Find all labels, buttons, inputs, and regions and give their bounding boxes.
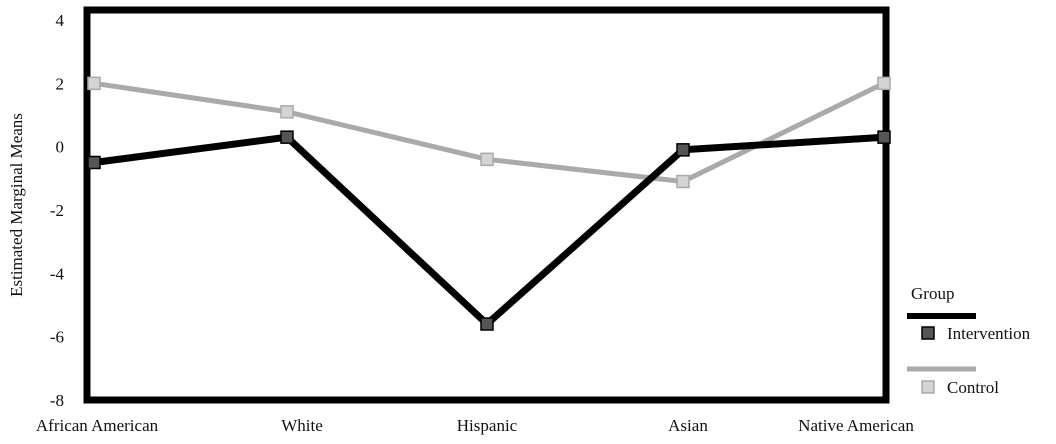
point-intervention-2 (480, 317, 494, 331)
x-tick-label: Asian (668, 416, 708, 435)
x-tick-label: Native American (798, 416, 914, 435)
x-tick-labels: African American White Hispanic Asian Native… (36, 416, 914, 435)
point-control-4 (877, 76, 891, 91)
legend: Group Intervention Control (907, 284, 1031, 397)
y-tick-label: 0 (56, 138, 65, 157)
legend-items: Intervention Control (907, 313, 1031, 397)
legend-label-control: Control (947, 378, 999, 397)
point-intervention-3 (676, 143, 690, 157)
x-tick-label: White (281, 416, 323, 435)
point-control-3 (676, 174, 690, 189)
point-intervention-1 (280, 130, 294, 144)
y-tick-labels: 4 2 0 -2 -4 -6 -8 (50, 11, 65, 410)
point-control-1 (280, 105, 294, 119)
y-tick-label: -8 (50, 391, 64, 410)
legend-marker-control (921, 380, 935, 394)
x-tick-label: Hispanic (457, 416, 518, 435)
series-layer (87, 76, 891, 331)
y-axis-title: Estimated Marginal Means (7, 113, 26, 297)
legend-marker-intervention (921, 326, 935, 340)
x-tick-label: African American (36, 416, 159, 435)
y-tick-label: 2 (56, 74, 65, 93)
legend-title: Group (911, 284, 954, 303)
plot-frame (83, 6, 890, 404)
point-control-0 (87, 76, 101, 91)
point-control-2 (480, 152, 494, 167)
y-tick-label: -4 (50, 264, 65, 283)
point-intervention-4 (877, 130, 891, 144)
y-tick-label: -2 (50, 201, 64, 220)
y-tick-label: -6 (50, 328, 64, 347)
legend-label-intervention: Intervention (947, 324, 1031, 343)
y-tick-label: 4 (56, 11, 65, 30)
point-intervention-0 (87, 155, 101, 170)
